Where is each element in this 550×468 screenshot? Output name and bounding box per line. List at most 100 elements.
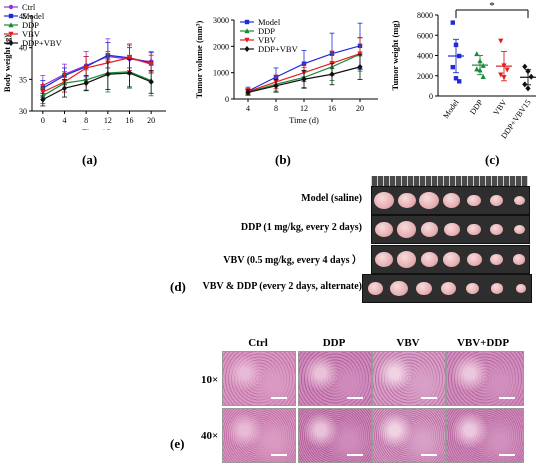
tumor: [516, 284, 526, 293]
data-point: [501, 75, 507, 81]
tumor: [390, 280, 409, 297]
tumor: [440, 282, 456, 295]
series-ddp-vbv: [40, 58, 154, 107]
data-point: [453, 76, 459, 81]
x-tick-label: 4: [63, 116, 67, 125]
data-point: [245, 89, 251, 96]
histology-vbv-ddp-10: [446, 351, 524, 406]
y-tick-label: 8000: [417, 11, 433, 20]
data-point: [105, 71, 111, 78]
y-tick-label: 1000: [213, 69, 229, 78]
data-point: [83, 80, 89, 87]
scale-bar: [347, 454, 363, 456]
y-tick-label: 45: [19, 12, 27, 21]
data-point: [498, 38, 504, 44]
tumor: [443, 222, 460, 237]
tumor: [375, 251, 393, 268]
chart-body-weight: 30 35 40 45 0 4 8 12 16 20 Time (d) Body weight (g)…: [2, 2, 166, 130]
x-tick-label: 8: [84, 116, 88, 125]
group-model: [448, 20, 464, 84]
histology-col-vbv: VBV: [396, 337, 420, 349]
data-point: [501, 63, 507, 69]
data-point: [453, 42, 459, 48]
legend-label: DDP+VBV: [258, 44, 299, 54]
scale-bar: [271, 454, 287, 456]
scale-bar: [421, 454, 437, 456]
legend-label: DDP: [22, 20, 39, 30]
tumor-strip-vbv-0-5-mg-kg-every-4-days: [371, 245, 530, 274]
ruler: [371, 176, 528, 187]
x-tick-label: 4: [246, 104, 250, 113]
group-vbv: [496, 38, 512, 82]
histology-row-40x: 40×: [201, 430, 219, 442]
tumor: [374, 192, 394, 209]
data-point: [126, 70, 133, 76]
tumor: [397, 251, 416, 268]
tumor: [397, 192, 416, 209]
legend-marker: [244, 19, 250, 25]
significance-mark: *: [489, 0, 495, 12]
data-point: [457, 53, 462, 59]
legend-label: Model: [258, 17, 281, 27]
data-point: [450, 64, 455, 70]
panel-label-a: (a): [82, 152, 98, 167]
tumor-strip-model-saline: [371, 186, 530, 215]
data-point: [474, 51, 480, 57]
data-point: [40, 96, 46, 103]
tumor: [490, 283, 503, 294]
y-tick-label: 35: [19, 75, 27, 84]
tumor: [367, 282, 383, 295]
data-point: [528, 73, 534, 80]
tumor: [467, 223, 481, 236]
data-point: [477, 58, 483, 64]
scale-bar: [499, 454, 515, 456]
y-tick-label: 40: [19, 44, 27, 53]
legend-marker: [8, 4, 14, 10]
data-point: [148, 61, 154, 67]
data-point: [273, 82, 279, 89]
x-tick-label: 16: [328, 104, 336, 113]
y-tick-label: 3000: [213, 16, 229, 25]
legend-marker: [244, 37, 250, 43]
data-point: [474, 66, 480, 72]
data-point: [301, 76, 307, 83]
tumor-strip-vbv-ddp-every-2-days-alternate: [362, 274, 532, 303]
x-tick-label: 20: [147, 116, 155, 125]
tumor-strip-ddp-1-mg-kg-every-2-days: [371, 215, 530, 244]
y-axis-label: Body weight (g): [2, 35, 12, 92]
data-point: [522, 81, 528, 88]
panel-label-c: (c): [485, 152, 500, 167]
data-point: [40, 89, 46, 95]
x-tick-label: Model: [441, 97, 461, 120]
series-line: [42, 57, 152, 93]
x-axis-label: Time (d): [82, 127, 112, 130]
y-axis-label: Tumor volume (mm³): [194, 21, 204, 99]
data-point: [477, 67, 483, 73]
condition-label-ddp: DDP (1 mg/kg, every 2 days): [240, 222, 362, 233]
series-ddp-vbv: [245, 53, 363, 96]
legend-marker: [244, 46, 250, 52]
group-ddp-vbv15: [520, 63, 536, 92]
x-tick-label: 16: [126, 116, 134, 125]
group-ddp: [472, 51, 488, 79]
data-point: [148, 78, 154, 85]
legend-marker: [8, 13, 14, 19]
legend-label: DDP: [258, 26, 275, 36]
x-tick-label: 0: [41, 116, 45, 125]
legend-label: Ctrl: [22, 2, 36, 12]
legend-marker: [8, 31, 14, 37]
panel-label-e: (e): [170, 436, 185, 451]
legend-label: Model: [22, 11, 45, 21]
y-tick-label: 2000: [417, 72, 433, 81]
data-point: [329, 71, 335, 78]
tumor: [513, 224, 525, 235]
tumor: [375, 221, 393, 238]
y-axis-label: Tumor weight (mg): [390, 20, 400, 90]
data-point: [504, 67, 510, 73]
x-tick-label: VBV: [492, 98, 509, 117]
tumor: [465, 282, 479, 295]
y-tick-label: 6000: [417, 31, 433, 40]
tumor: [466, 253, 482, 266]
histology-col-vbv-ddp: VBV+DDP: [456, 337, 510, 349]
condition-label-model: Model (saline): [301, 193, 362, 204]
